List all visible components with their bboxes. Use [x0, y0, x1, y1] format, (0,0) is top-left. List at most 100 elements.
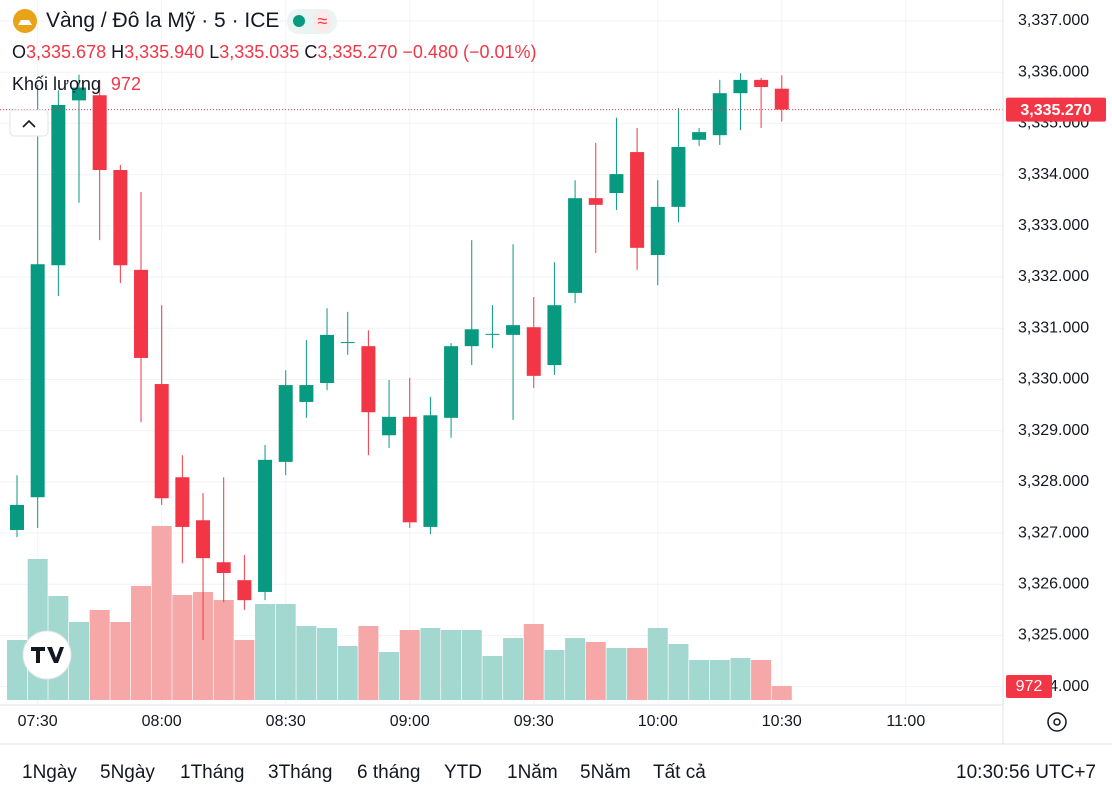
volume-bar: [709, 660, 730, 700]
volume-bar: [255, 604, 276, 700]
open-value: 3,335.678: [26, 42, 107, 62]
candle-body: [733, 79, 748, 94]
volume-row: Khối lượng 972: [12, 74, 141, 95]
volume-bar: [337, 645, 358, 700]
candle-body: [113, 170, 128, 266]
last-price-label: 3,335.270: [1020, 102, 1091, 119]
candle-body: [72, 87, 87, 101]
y-tick-label: 3,326.000: [1018, 575, 1089, 592]
symbol-title: Vàng / Đô la Mỹ · 5 · ICE: [46, 9, 280, 32]
clock: 10:30:56 UTC+7: [956, 762, 1096, 783]
candle-body: [154, 384, 169, 499]
candle-body: [609, 174, 624, 194]
y-tick-label: 3,332.000: [1018, 268, 1089, 285]
volume-bar: [751, 660, 772, 700]
close-value: 3,335.270: [317, 42, 398, 62]
volume-bar: [771, 685, 792, 700]
volume-bar: [69, 622, 90, 700]
candle-body: [754, 79, 769, 88]
y-tick-label: 3,330.000: [1018, 371, 1089, 388]
volume-bar: [234, 640, 255, 700]
candle-body: [92, 95, 107, 171]
volume-bar: [503, 637, 524, 700]
x-tick-label: 07:30: [18, 713, 58, 730]
candle-body: [692, 132, 707, 140]
volume-bar: [523, 624, 544, 700]
volume-bar: [668, 644, 689, 700]
open-label: O: [12, 42, 27, 62]
volume-label: Khối lượng: [12, 74, 101, 94]
volume-bar: [151, 525, 172, 700]
volume-bar: [627, 647, 648, 700]
range-button[interactable]: 3Tháng: [268, 762, 333, 783]
candle-body: [237, 580, 252, 601]
range-button[interactable]: 5Ngày: [100, 762, 155, 783]
candle-body: [526, 327, 541, 376]
candle-body: [10, 504, 24, 530]
collapse-button[interactable]: [9, 109, 49, 137]
x-tick-label: 10:30: [762, 713, 802, 730]
candle-body: [464, 329, 479, 347]
range-button[interactable]: 5Năm: [580, 762, 631, 783]
volume-badge: [1006, 675, 1052, 698]
volume-bar: [317, 627, 338, 700]
gold-icon: [13, 9, 37, 33]
volume-bar: [689, 660, 710, 700]
volume-badge-label: 972: [1016, 678, 1043, 695]
candle-body: [588, 198, 603, 205]
high-label: H: [111, 42, 125, 62]
close-label: C: [304, 42, 318, 62]
candle-body: [671, 146, 686, 207]
volume-bar: [730, 657, 751, 700]
candle-body: [216, 562, 231, 574]
y-tick-label: 3,329.000: [1018, 422, 1089, 439]
candle-body: [485, 333, 500, 335]
candle-body: [340, 342, 355, 344]
candle-body: [506, 325, 521, 335]
volume-bar: [420, 627, 441, 700]
volume-bar: [275, 604, 296, 700]
candle-body: [175, 477, 190, 527]
x-tick-label: 09:30: [514, 713, 554, 730]
low-value: 3,335.035: [219, 42, 300, 62]
candle-body: [51, 104, 66, 266]
status-pill[interactable]: ≈: [287, 8, 338, 34]
x-tick-label: 11:00: [886, 713, 925, 730]
candle-body: [382, 416, 397, 436]
candle-body: [774, 88, 789, 110]
candle-body: [630, 152, 645, 248]
volume-bar: [399, 630, 420, 700]
candle-body: [134, 269, 149, 358]
range-button[interactable]: 1Ngày: [22, 762, 77, 783]
range-button[interactable]: YTD: [444, 762, 482, 783]
settings-icon[interactable]: [1047, 712, 1067, 732]
range-button[interactable]: 1Năm: [507, 762, 558, 783]
candle-body: [299, 385, 314, 402]
x-tick-label: 10:00: [638, 713, 678, 730]
volume-value: 972: [110, 74, 141, 94]
tv-logo[interactable]: [22, 630, 72, 680]
volume-bar: [213, 600, 234, 700]
candle-body: [402, 416, 417, 523]
volume-bar: [647, 627, 668, 700]
candle-body: [423, 415, 438, 527]
volume-bar: [565, 637, 586, 700]
candle-body: [712, 93, 727, 136]
candle-body: [258, 459, 273, 592]
y-tick-label: 3,333.000: [1018, 217, 1089, 234]
candle-body: [320, 334, 335, 384]
x-tick-label: 09:00: [390, 713, 430, 730]
candle-body: [361, 346, 376, 413]
candle-body: [650, 206, 665, 256]
range-button[interactable]: Tất cả: [653, 762, 706, 783]
range-button[interactable]: 6 tháng: [357, 762, 421, 783]
volume-bar: [7, 640, 27, 700]
last-price-badge: [1006, 97, 1106, 122]
x-tick-label: 08:00: [142, 713, 182, 730]
range-button[interactable]: 1Tháng: [180, 762, 245, 783]
volume-bar: [482, 655, 503, 700]
y-tick-label: 3,331.000: [1018, 319, 1089, 336]
y-tick-label: 3,336.000: [1018, 63, 1089, 80]
ohlc-row: O3,335.678 H3,335.940 L3,335.035 C3,335.…: [12, 42, 537, 63]
